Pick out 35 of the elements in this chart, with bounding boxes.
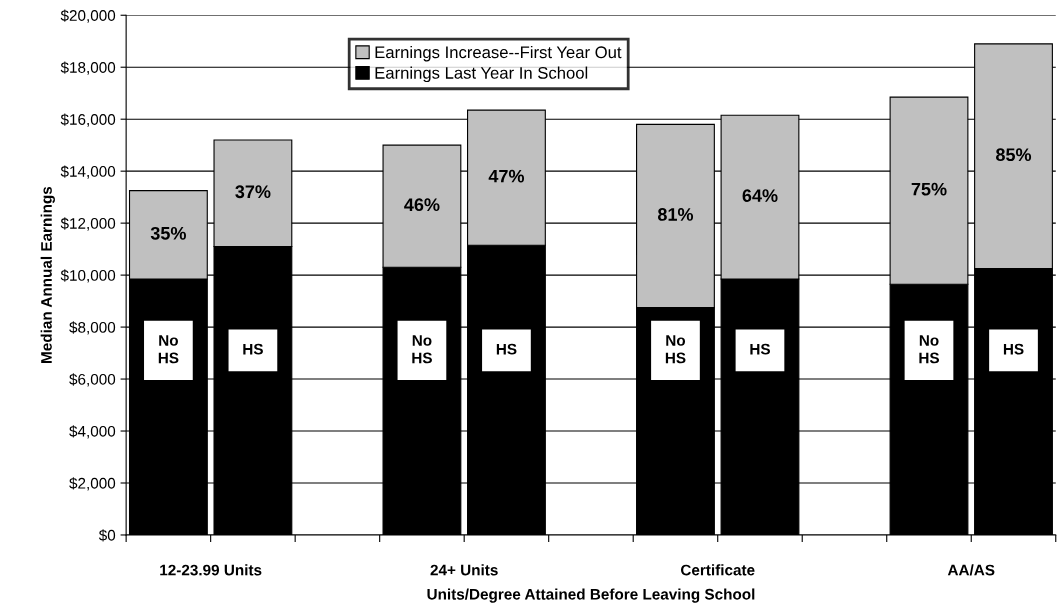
y-tick-label: $8,000 <box>69 321 116 335</box>
x-tick-label: HS <box>750 343 770 355</box>
y-tick-label: $2,000 <box>69 477 116 491</box>
x-tick-label: HS <box>496 343 517 355</box>
x-tick-label: No HS <box>919 335 940 364</box>
y-tick-label: $0 <box>98 529 116 542</box>
y-axis-title: Median Annual Earnings <box>40 186 55 363</box>
y-tick-label: $16,000 <box>60 113 116 127</box>
y-tick-label: $18,000 <box>60 61 116 75</box>
x-tick-label: HS <box>1003 343 1024 355</box>
text: 12-23.99 Units <box>160 564 262 576</box>
y-tick-label: $14,000 <box>60 165 116 179</box>
annotation: 85% <box>996 148 1032 162</box>
text: AA/AS <box>947 564 995 576</box>
x-tick-label: No HS <box>665 335 686 364</box>
annotation: 47% <box>488 169 525 183</box>
text: Certificate <box>680 564 755 576</box>
annotation: 46% <box>404 198 440 212</box>
legend-label: Earnings Last Year In School <box>375 66 588 83</box>
x-axis-title: Units/Degree Attained Before Leaving School <box>427 588 755 603</box>
y-tick-label: $4,000 <box>69 425 116 439</box>
y-tick-label: $20,000 <box>60 9 116 23</box>
annotation: 35% <box>150 226 186 240</box>
annotation: 81% <box>657 208 694 221</box>
y-tick-label: $6,000 <box>69 373 116 387</box>
annotation: 37% <box>235 185 271 199</box>
x-tick-label: No HS <box>412 335 432 364</box>
y-tick-label: $12,000 <box>60 217 116 231</box>
y-tick-label: $10,000 <box>60 269 116 283</box>
x-tick-label: HS <box>243 343 263 355</box>
annotation: 75% <box>911 182 947 196</box>
x-tick-label: No HS <box>158 335 179 364</box>
text: 24+ Units <box>430 564 498 576</box>
legend-label: Earnings Increase--First Year Out <box>375 45 622 62</box>
annotation: 64% <box>742 189 778 202</box>
